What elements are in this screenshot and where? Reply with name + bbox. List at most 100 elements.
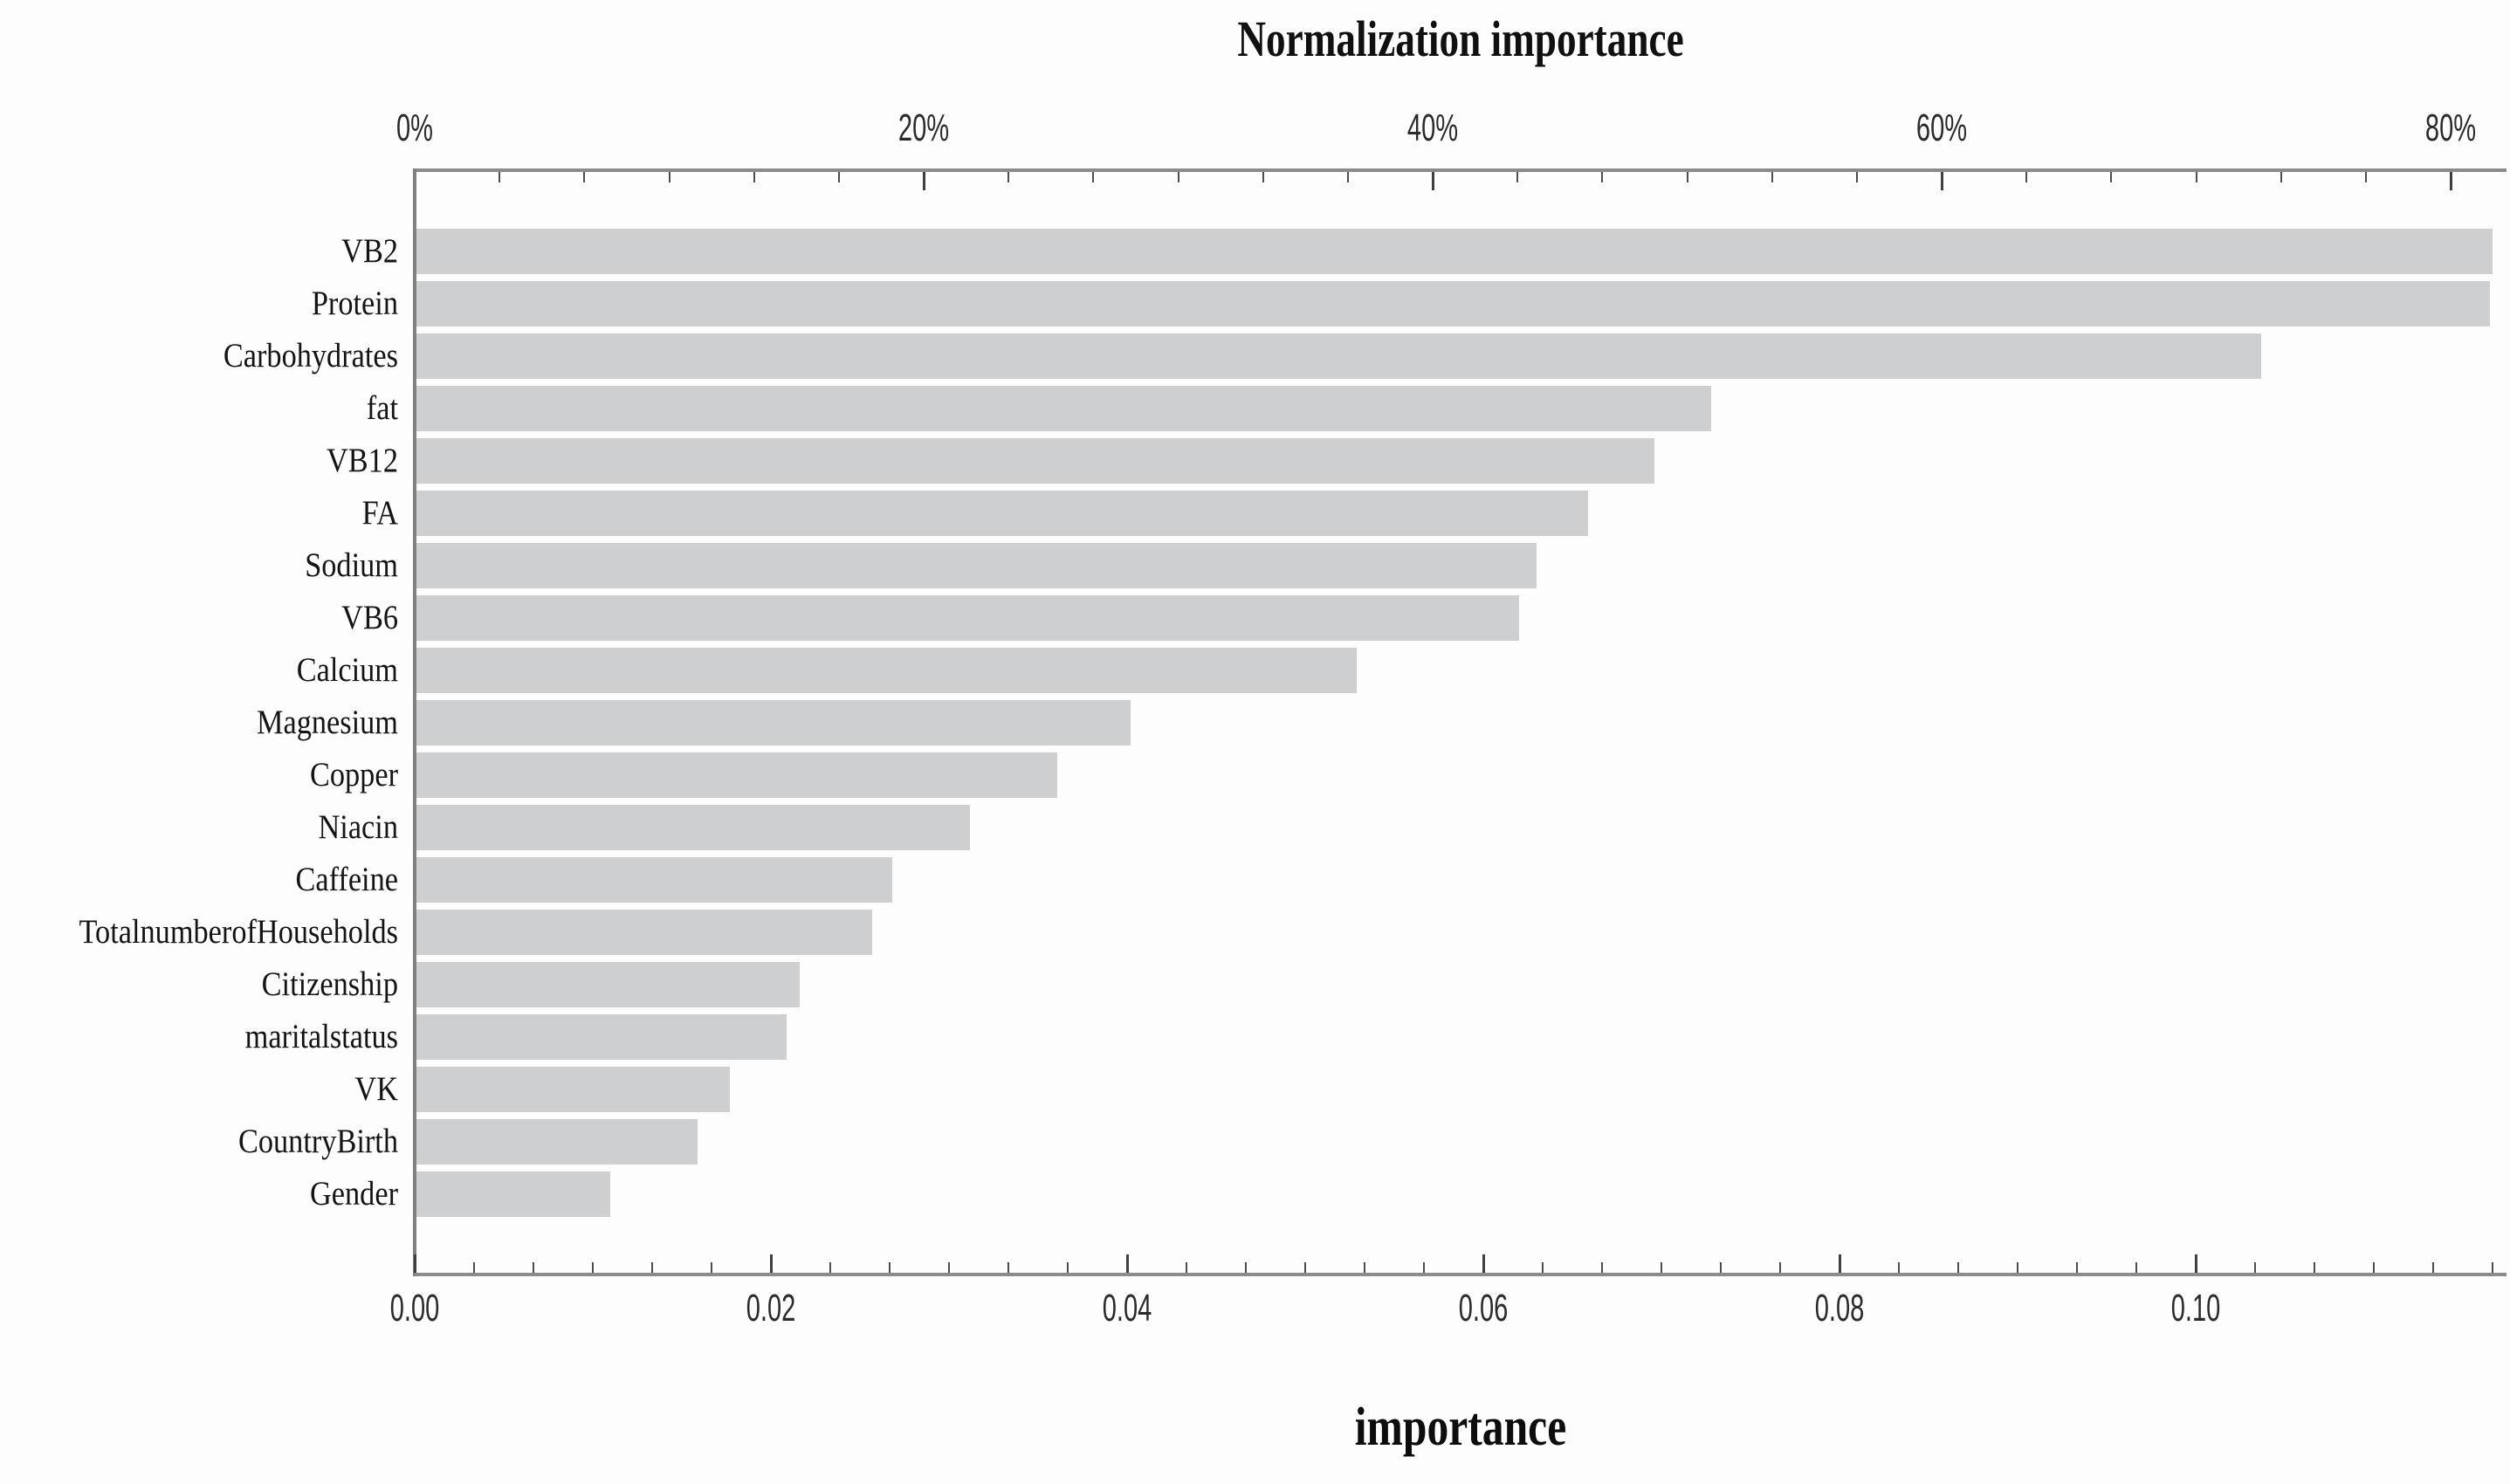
- top-axis-minor-tick: [1262, 172, 1264, 182]
- bar: [416, 386, 1711, 431]
- category-label: Magnesium: [256, 704, 398, 741]
- category-label: VB2: [341, 232, 398, 270]
- bottom-axis-minor-tick: [533, 1262, 534, 1273]
- bottom-axis-minor-tick: [592, 1262, 594, 1273]
- bottom-axis-minor-tick: [2076, 1262, 2078, 1273]
- bottom-axis-minor-tick: [889, 1262, 891, 1273]
- bar: [416, 700, 1131, 745]
- bar: [416, 857, 892, 903]
- bottom-axis-tick-label: 0.00: [389, 1287, 440, 1329]
- bottom-axis-tick-label: 0.06: [1458, 1287, 1509, 1329]
- bottom-axis-minor-tick: [1957, 1262, 1959, 1273]
- category-label: FA: [361, 494, 398, 532]
- top-axis-minor-tick: [1092, 172, 1095, 182]
- top-axis-minor-tick: [583, 172, 586, 182]
- y-axis-spine: [413, 168, 416, 1276]
- top-axis-major-tick: [1941, 172, 1943, 190]
- bottom-axis-major-tick: [414, 1254, 416, 1273]
- top-axis-minor-tick: [753, 172, 755, 182]
- top-axis-major-tick: [923, 172, 925, 190]
- top-axis-tick-label: 40%: [1406, 106, 1459, 149]
- bottom-axis-minor-tick: [1779, 1262, 1781, 1273]
- category-label: TotalnumberofHouseholds: [79, 913, 398, 951]
- bottom-axis-tick-label: 0.02: [746, 1287, 796, 1329]
- top-axis-minor-tick: [1686, 172, 1688, 182]
- category-label: VB12: [326, 442, 398, 479]
- top-axis-minor-tick: [2364, 172, 2367, 182]
- bottom-axis-minor-tick: [2432, 1262, 2434, 1273]
- top-axis-minor-tick: [1601, 172, 1604, 182]
- bottom-axis-minor-tick: [2254, 1262, 2256, 1273]
- top-axis-minor-tick: [2280, 172, 2282, 182]
- bottom-axis-minor-tick: [1720, 1262, 1722, 1273]
- top-axis-minor-tick: [1346, 172, 1349, 182]
- category-label: Gender: [309, 1175, 398, 1213]
- top-axis-tick-label: 60%: [1915, 106, 1968, 149]
- category-label: Calcium: [296, 651, 398, 689]
- bar: [416, 1067, 730, 1112]
- bottom-axis-tick-label: 0.04: [1102, 1287, 1152, 1329]
- bottom-axis-minor-tick: [1898, 1262, 1900, 1273]
- bottom-axis-minor-tick: [2135, 1262, 2137, 1273]
- bottom-axis-minor-tick: [1067, 1262, 1069, 1273]
- bar: [416, 752, 1057, 798]
- bottom-axis-major-tick: [1482, 1254, 1485, 1273]
- top-axis-minor-tick: [1855, 172, 1858, 182]
- top-axis-minor-tick: [2025, 172, 2028, 182]
- top-axis-line: [415, 168, 2507, 172]
- bottom-axis-title: importance: [1354, 1398, 1567, 1457]
- category-label: CountryBirth: [237, 1123, 398, 1160]
- top-axis-tick-label: 80%: [2424, 106, 2477, 149]
- bottom-axis-minor-tick: [2492, 1262, 2493, 1273]
- top-axis-minor-tick: [837, 172, 840, 182]
- top-axis-minor-tick: [1007, 172, 1010, 182]
- bar: [416, 281, 2490, 326]
- bottom-axis-major-tick: [2195, 1254, 2197, 1273]
- bottom-axis-minor-tick: [1423, 1262, 1425, 1273]
- bar: [416, 438, 1654, 484]
- bottom-axis-minor-tick: [473, 1262, 475, 1273]
- category-label: Caffeine: [295, 861, 398, 898]
- category-label: Niacin: [318, 808, 398, 846]
- category-label: VK: [354, 1070, 398, 1108]
- bottom-axis-minor-tick: [948, 1262, 950, 1273]
- bottom-axis-minor-tick: [651, 1262, 653, 1273]
- bar: [416, 1171, 610, 1217]
- top-axis-minor-tick: [1771, 172, 1773, 182]
- bottom-axis-tick-label: 0.08: [1814, 1287, 1865, 1329]
- bottom-axis-minor-tick: [1542, 1262, 1544, 1273]
- bottom-axis-minor-tick: [2314, 1262, 2315, 1273]
- bar: [416, 595, 1519, 641]
- bottom-axis-major-tick: [1839, 1254, 1841, 1273]
- category-label: Carbohydrates: [223, 337, 398, 374]
- bar: [416, 333, 2261, 379]
- bar: [416, 962, 800, 1007]
- bar: [416, 1119, 698, 1165]
- bottom-axis-major-tick: [770, 1254, 773, 1273]
- category-label: maritalstatus: [244, 1018, 398, 1055]
- bottom-axis-minor-tick: [1661, 1262, 1662, 1273]
- bottom-axis-minor-tick: [1245, 1262, 1247, 1273]
- bottom-axis-minor-tick: [2017, 1262, 2018, 1273]
- bottom-axis-minor-tick: [1304, 1262, 1306, 1273]
- bottom-axis-tick-label: 0.10: [2170, 1287, 2221, 1329]
- bar: [416, 491, 1588, 536]
- category-label: Citizenship: [261, 965, 398, 1003]
- category-label: Protein: [311, 285, 398, 322]
- category-label: Copper: [309, 756, 398, 794]
- bar: [416, 648, 1357, 693]
- top-axis-tick-label: 20%: [897, 106, 950, 149]
- bottom-axis-minor-tick: [711, 1262, 712, 1273]
- bottom-axis-minor-tick: [1186, 1262, 1187, 1273]
- category-label: Sodium: [305, 546, 398, 584]
- top-axis-tick-label: 0%: [396, 106, 433, 149]
- bottom-axis-minor-tick: [1364, 1262, 1365, 1273]
- chart-title: Normalization importance: [1237, 10, 1684, 67]
- bar: [416, 910, 872, 955]
- bottom-axis-minor-tick: [2373, 1262, 2375, 1273]
- category-label: VB6: [341, 599, 398, 636]
- bar: [416, 1014, 787, 1060]
- category-label: fat: [366, 389, 398, 427]
- bar: [416, 543, 1537, 588]
